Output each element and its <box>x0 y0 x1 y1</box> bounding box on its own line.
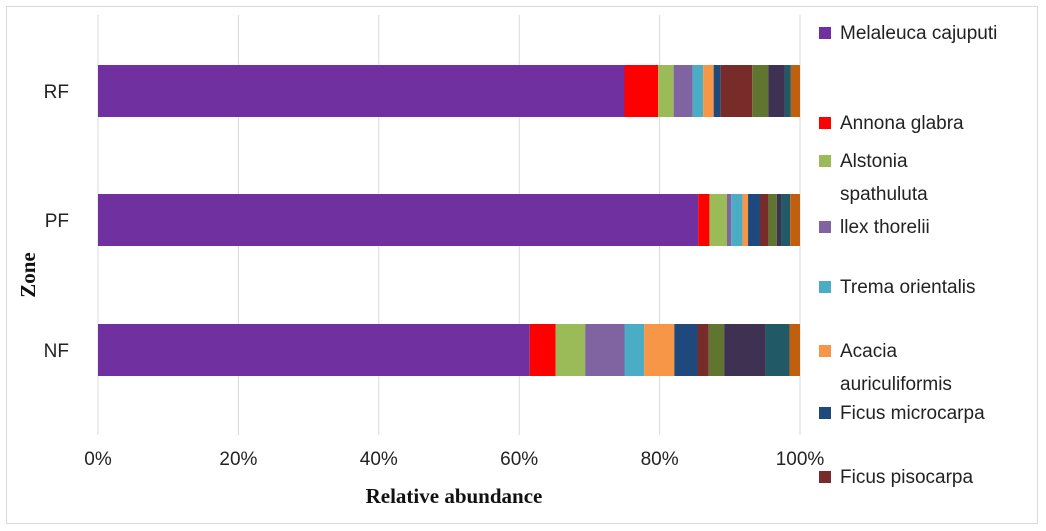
bar-segment <box>529 324 556 376</box>
bar-segment <box>742 194 749 246</box>
x-tick-label: 60% <box>500 449 538 470</box>
bar-segment <box>98 324 530 376</box>
x-tick-label: 0% <box>84 449 112 470</box>
legend-swatch <box>819 471 831 483</box>
category-label: NF <box>44 341 69 362</box>
category-label: PF <box>45 211 69 232</box>
bar-segment <box>720 65 753 117</box>
bar-segment <box>768 194 777 246</box>
bar-segment <box>765 324 790 376</box>
bar-segment <box>781 194 791 246</box>
x-axis-title: Relative abundance <box>366 484 543 508</box>
bar-segment <box>776 194 782 246</box>
x-tick-labels: 0% 20% 40% 60% 80% 100% <box>84 449 824 470</box>
x-tick-label: 80% <box>641 449 679 470</box>
legend-label: Melaleuca cajuputi <box>840 23 997 44</box>
legend-label: llex thorelii <box>840 217 930 238</box>
legend-label: Ficus pisocarpa <box>840 467 973 488</box>
bar-segment <box>752 65 769 117</box>
legend-swatch <box>819 221 831 233</box>
legend-label: Trema orientalis <box>840 277 976 298</box>
bar-segment <box>703 65 714 117</box>
legend: Melaleuca cajuputi Annona glabra Alstonia s… <box>819 23 997 488</box>
bar-segment <box>674 324 698 376</box>
bar-segment <box>673 65 693 117</box>
bar-segment <box>98 194 699 246</box>
bar-segment <box>790 65 800 117</box>
category-label: RF <box>44 82 69 103</box>
bar-segment <box>784 65 791 117</box>
bar-segment <box>624 324 645 376</box>
bar-segment <box>759 194 769 246</box>
legend-label: Annona glabra <box>840 113 964 134</box>
bar-segment <box>726 194 732 246</box>
x-tick-label: 20% <box>219 449 257 470</box>
legend-swatch <box>819 155 831 167</box>
legend-swatch <box>819 117 831 129</box>
bar-segment <box>713 65 721 117</box>
bar-segment <box>98 65 625 117</box>
x-tick-label: 40% <box>360 449 398 470</box>
bar-segment <box>768 65 785 117</box>
legend-label: Ficus microcarpa <box>840 403 985 424</box>
bar-segment <box>692 65 704 117</box>
legend-swatch <box>819 345 831 357</box>
y-axis-title: Zone <box>16 252 40 298</box>
bar-segment <box>790 194 800 246</box>
category-labels: RF PF NF <box>44 82 69 362</box>
bar-segment <box>555 324 586 376</box>
legend-label: Acacia auriculiformis <box>840 341 952 395</box>
bar-segment <box>697 324 709 376</box>
bar-segment <box>708 324 725 376</box>
bars-layer <box>98 65 800 376</box>
bar-segment <box>789 324 800 376</box>
bar-segment <box>644 324 675 376</box>
legend-swatch <box>819 407 831 419</box>
bar-segment <box>731 194 743 246</box>
bar-segment <box>709 194 727 246</box>
legend-swatch <box>819 281 831 293</box>
legend-swatch <box>819 27 831 39</box>
bar-segment <box>624 65 659 117</box>
bar-segment <box>585 324 625 376</box>
x-tick-label: 100% <box>776 449 825 470</box>
bar-segment <box>748 194 760 246</box>
bar-segment <box>698 194 710 246</box>
stacked-bar-chart: 0% 20% 40% 60% 80% 100% RF PF NF Relative abund… <box>16 15 997 508</box>
legend-label: Alstonia spathuluta <box>840 151 928 205</box>
bar-segment <box>658 65 674 117</box>
bar-segment <box>724 324 766 376</box>
chart-area: 0% 20% 40% 60% 80% 100% RF PF NF Relative abund… <box>6 6 1038 524</box>
